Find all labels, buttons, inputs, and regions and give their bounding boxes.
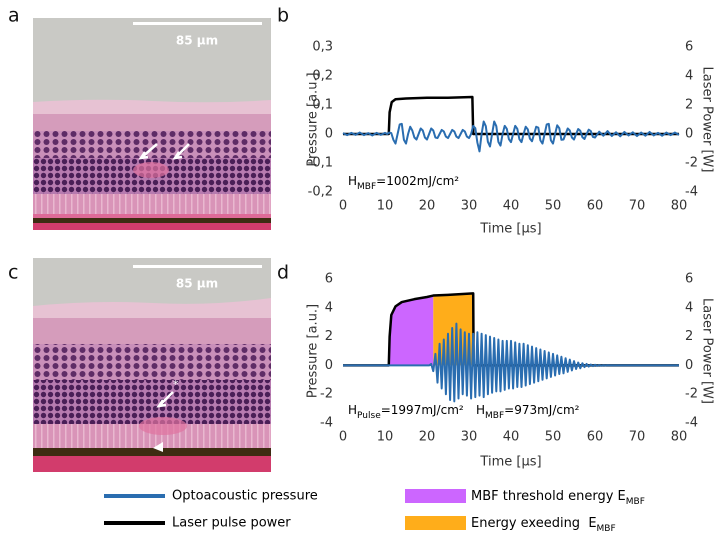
y-tick-label: 4 xyxy=(325,300,333,315)
y-tick-label: 0 xyxy=(325,127,333,142)
x-tick-label: 80 xyxy=(671,199,688,214)
legend-swatch xyxy=(405,516,466,530)
legend-label: Energy exeeding EMBF xyxy=(471,516,616,534)
histology-image-c: * xyxy=(33,258,271,472)
x-tick-label: 80 xyxy=(671,430,688,445)
y2-tick-label: 6 xyxy=(685,272,693,287)
legend-label: Optoacoustic pressure xyxy=(172,489,318,504)
annotation-text: H xyxy=(348,174,357,188)
annotation-subscript: MBF xyxy=(357,182,376,192)
y2-tick-label: 0 xyxy=(685,358,693,373)
x-tick-label: 70 xyxy=(629,199,646,214)
panel-label: b xyxy=(277,5,289,27)
x-tick-label: 0 xyxy=(339,430,347,445)
y-axis-label: Pressure [a.u.] xyxy=(306,304,321,398)
x-tick-label: 10 xyxy=(377,430,394,445)
panel-label: a xyxy=(8,5,20,27)
y2-tick-label: 0 xyxy=(685,127,693,142)
x-tick-label: 30 xyxy=(461,199,478,214)
y2-tick-label: 4 xyxy=(685,69,693,84)
y2-tick-label: -2 xyxy=(685,156,698,171)
annotation-subscript: Pulse xyxy=(357,411,381,421)
panel-label: d xyxy=(277,262,289,284)
x-tick-label: 60 xyxy=(587,199,604,214)
data-line xyxy=(342,120,680,153)
y-tick-label: -0,2 xyxy=(308,185,333,200)
y-tick-label: 0,1 xyxy=(312,98,333,113)
y2-tick-label: 2 xyxy=(685,329,693,344)
legend-text: Energy exeeding E xyxy=(471,516,597,531)
scale-bar-label: 85 µm xyxy=(176,277,218,291)
y2-axis-label: Laser Power [W] xyxy=(700,67,715,173)
x-tick-label: 10 xyxy=(377,199,394,214)
y-tick-label: 2 xyxy=(325,329,333,344)
shaded-area xyxy=(389,295,434,366)
annotation-subscript: MBF xyxy=(485,411,504,421)
legend-subscript: MBF xyxy=(597,524,616,534)
annotation-text: H xyxy=(476,403,485,417)
y-tick-label: 0,3 xyxy=(312,40,333,55)
x-tick-label: 20 xyxy=(419,430,436,445)
x-axis-label: Time [µs] xyxy=(479,222,541,237)
y-tick-label: -4 xyxy=(320,416,333,431)
y2-tick-label: 6 xyxy=(685,40,693,55)
y-axis-label: Pressure [a.u.] xyxy=(306,72,321,166)
annotation-text: =973mJ/cm² xyxy=(504,403,580,417)
x-tick-label: 30 xyxy=(461,430,478,445)
y2-tick-label: 4 xyxy=(685,300,693,315)
annotation: HMBF=1002mJ/cm² xyxy=(348,174,459,192)
legend-label: Laser pulse power xyxy=(172,516,291,531)
x-tick-label: 50 xyxy=(545,199,562,214)
annotation-text: H xyxy=(348,403,357,417)
scale-bar-label: 85 µm xyxy=(176,34,218,48)
y-tick-label: -0,1 xyxy=(308,156,333,171)
y-tick-label: 0 xyxy=(325,358,333,373)
legend-text: MBF threshold energy E xyxy=(471,489,626,504)
y2-axis-label: Laser Power [W] xyxy=(700,298,715,404)
y-tick-label: -2 xyxy=(320,387,333,402)
data-line xyxy=(343,95,679,136)
annotation-text: =1002mJ/cm² xyxy=(376,174,459,188)
y2-tick-label: 2 xyxy=(685,98,693,113)
annotation: HPulse=1997mJ/cm² xyxy=(348,403,464,421)
y2-tick-label: -2 xyxy=(685,387,698,402)
y2-tick-label: -4 xyxy=(685,416,698,431)
data-line xyxy=(343,322,679,403)
x-tick-label: 40 xyxy=(503,430,520,445)
y-tick-label: 0,2 xyxy=(312,69,333,84)
legend-swatch xyxy=(405,489,466,503)
legend-subscript: MBF xyxy=(626,497,645,507)
data-line xyxy=(343,292,679,367)
x-tick-label: 40 xyxy=(503,199,520,214)
y-tick-label: 6 xyxy=(325,272,333,287)
x-tick-label: 20 xyxy=(419,199,436,214)
x-tick-label: 60 xyxy=(587,430,604,445)
x-tick-label: 0 xyxy=(339,199,347,214)
x-axis-label: Time [µs] xyxy=(479,455,541,470)
annotation: HMBF=973mJ/cm² xyxy=(476,403,580,421)
annotation-text: =1997mJ/cm² xyxy=(381,403,464,417)
asterisk: * xyxy=(173,378,179,391)
x-tick-label: 50 xyxy=(545,430,562,445)
legend-label: MBF threshold energy EMBF xyxy=(471,489,645,507)
histology-image-a xyxy=(33,18,271,230)
panel-label: c xyxy=(8,262,18,284)
y2-tick-label: -4 xyxy=(685,185,698,200)
x-tick-label: 70 xyxy=(629,430,646,445)
